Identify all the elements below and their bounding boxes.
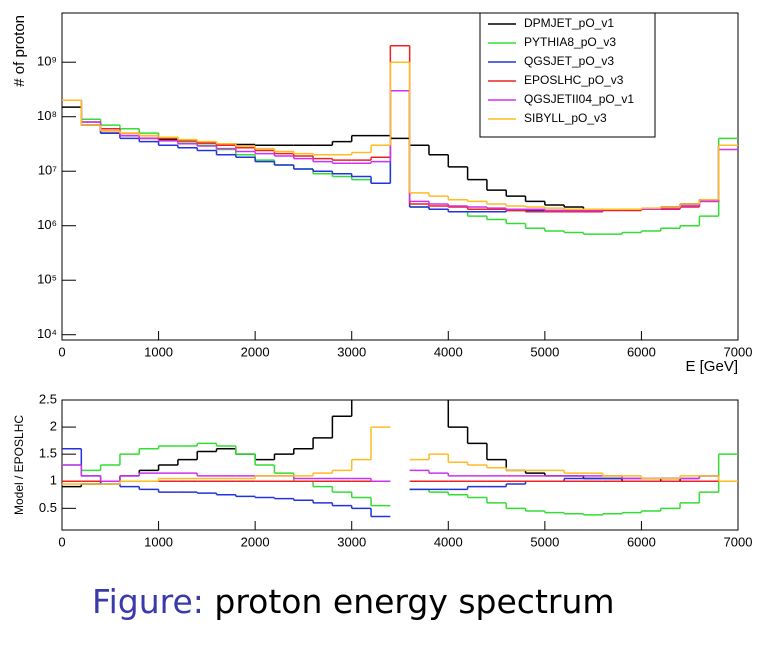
- x-tick-label: 0: [58, 534, 65, 549]
- x-tick-label: 2000: [241, 534, 270, 549]
- x-tick-label: 3000: [337, 344, 366, 359]
- x-tick-label: 6000: [627, 534, 656, 549]
- x-tick-label: 0: [58, 344, 65, 359]
- legend-label: SIBYLL_pO_v3: [524, 111, 607, 125]
- x-tick-label: 3000: [337, 534, 366, 549]
- legend-label: QGSJET_pO_v3: [524, 54, 614, 68]
- x-tick-label: 7000: [724, 534, 753, 549]
- legend-label: QGSJETII04_pO_v1: [524, 92, 634, 106]
- caption-label: Figure:: [92, 582, 204, 621]
- y-tick-label: 0.5: [39, 500, 57, 515]
- y-axis-label: Model / EPOSLHC: [12, 415, 26, 515]
- series-layer: [62, 45, 738, 235]
- y-tick-label: 10⁹: [37, 54, 57, 69]
- legend-label: EPOSLHC_pO_v3: [524, 73, 624, 87]
- x-tick-label: 4000: [434, 344, 463, 359]
- legend-label: DPMJET_pO_v1: [524, 16, 614, 30]
- x-axis-label: E [GeV]: [685, 358, 738, 375]
- x-tick-label: 2000: [241, 344, 270, 359]
- y-tick-label: 10⁶: [37, 217, 57, 232]
- x-tick-label: 4000: [434, 534, 463, 549]
- legend-box: [479, 12, 656, 138]
- x-tick-label: 5000: [530, 534, 559, 549]
- x-tick-label: 5000: [530, 344, 559, 359]
- y-tick-label: 10⁵: [37, 272, 57, 287]
- x-tick-label: 7000: [724, 344, 753, 359]
- step-connector: [80, 62, 720, 210]
- x-tick-label: 6000: [627, 344, 656, 359]
- y-tick-label: 1: [50, 473, 57, 488]
- y-axis-label: # of proton: [11, 15, 28, 87]
- caption-text: proton energy spectrum: [214, 582, 614, 621]
- x-tick-label: 1000: [144, 344, 173, 359]
- series-layer: [62, 400, 738, 518]
- y-tick-label: 2.5: [39, 391, 57, 406]
- legend-label: PYTHIA8_pO_v3: [524, 35, 616, 49]
- y-tick-label: 10⁸: [37, 108, 57, 123]
- y-tick-label: 2: [50, 419, 57, 434]
- y-tick-label: 1.5: [39, 446, 57, 461]
- y-tick-label: 10⁴: [37, 326, 57, 341]
- y-tick-label: 10⁷: [38, 163, 57, 178]
- caption: Figure: proton energy spectrum: [92, 582, 615, 621]
- x-tick-label: 1000: [144, 534, 173, 549]
